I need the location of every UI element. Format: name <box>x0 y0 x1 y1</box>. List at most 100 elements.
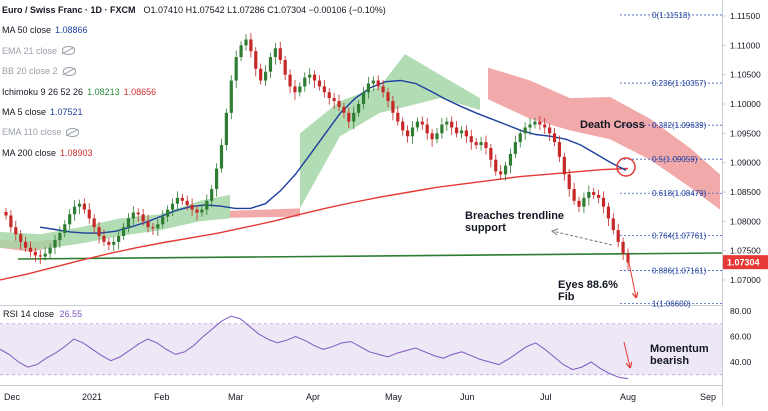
legend-ma50[interactable]: MA 50 close 1.08866 <box>2 20 386 40</box>
cloud-bull-segment <box>0 194 230 250</box>
candle-body <box>170 203 175 210</box>
fib-level-label: 0.236(1.10357) <box>652 79 707 88</box>
momentum-label: Momentum bearish <box>650 343 709 367</box>
candle-body <box>14 227 18 235</box>
candle-body <box>587 192 591 198</box>
axes: 1.11500 1.11000 1.10500 1.10000 1.09500 1.090… <box>4 11 768 402</box>
death-cross-label: Death Cross <box>580 119 645 131</box>
candle-body <box>611 218 615 231</box>
cloud-bear-segment <box>488 67 720 210</box>
candle-body <box>161 216 165 225</box>
candle-body <box>117 236 121 242</box>
candle-body <box>391 101 395 113</box>
fib-level-label: 1(1.06600) <box>652 299 691 308</box>
ema110-label: EMA 110 close <box>2 127 62 138</box>
candlesticks <box>4 33 630 271</box>
candle-body <box>48 247 52 254</box>
candle-body <box>528 124 532 128</box>
candle-body <box>249 39 253 52</box>
candle-body <box>288 74 292 87</box>
candle-body <box>420 121 424 125</box>
price-tick-label: 1.10500 <box>730 70 761 80</box>
candle-body <box>317 80 322 87</box>
ichimoku-value-1: 1.08213 <box>87 86 120 97</box>
candle-body <box>312 74 317 81</box>
candle-body <box>190 204 194 210</box>
candle-body <box>450 121 454 128</box>
legend-ema110[interactable]: EMA 110 close <box>2 122 386 142</box>
fib-level-label: 0(1.11518) <box>652 11 690 20</box>
candle-body <box>357 104 361 113</box>
candle-body <box>406 130 410 137</box>
rsi-band <box>0 323 722 375</box>
breaches-label: Breaches trendline support <box>465 210 564 234</box>
candle-body <box>552 133 557 143</box>
candle-body <box>156 224 160 229</box>
candle-body <box>175 197 180 204</box>
candle-body <box>386 92 390 102</box>
candle-body <box>435 133 439 140</box>
price-tick-label: 1.10000 <box>730 99 761 109</box>
rsi-legend[interactable]: RSI 14 close 26.55 <box>3 309 82 319</box>
candle-body <box>268 57 273 72</box>
candle-body <box>273 48 277 58</box>
candle-body <box>396 112 400 122</box>
candle-body <box>513 142 517 154</box>
ma50-label: MA 50 close <box>2 25 52 36</box>
candle-body <box>562 156 566 175</box>
ma5-value: 1.07521 <box>50 106 83 117</box>
symbol-title[interactable]: Euro / Swiss Franc · 1D · FXCM <box>2 5 136 15</box>
legend-ichimoku[interactable]: Ichimoku 9 26 52 26 1.08213 1.08656 <box>2 82 386 102</box>
hidden-eye-icon[interactable] <box>62 66 76 76</box>
legend-bb20[interactable]: BB 20 close 2 <box>2 61 386 81</box>
trendline-support <box>17 252 723 260</box>
candle-body <box>381 86 385 93</box>
candle-body <box>606 206 611 219</box>
candle-body <box>146 221 150 228</box>
price-tick-label: 1.08500 <box>730 187 761 197</box>
ma200-value: 1.08903 <box>60 147 93 158</box>
legend-ema21[interactable]: EMA 21 close <box>2 41 386 61</box>
candle-body <box>298 86 302 93</box>
candle-body <box>9 215 13 228</box>
candle-body <box>538 121 542 125</box>
hidden-eye-icon[interactable] <box>66 128 80 138</box>
candle-body <box>430 133 434 140</box>
time-tick-label: Sep <box>700 392 716 402</box>
candle-body <box>259 68 263 81</box>
candle-body <box>308 74 312 78</box>
candle-body <box>229 80 233 113</box>
hidden-eye-icon[interactable] <box>62 46 76 56</box>
price-tick-label: 1.11000 <box>730 40 760 50</box>
candle-body <box>533 121 537 125</box>
legend-ma200[interactable]: MA 200 close 1.08903 <box>2 143 386 163</box>
candle-body <box>166 209 170 217</box>
candle-body <box>254 51 258 69</box>
candle-body <box>567 174 571 190</box>
candle-body <box>97 227 101 236</box>
candle-body <box>518 133 522 143</box>
ma5-label: MA 5 close <box>2 106 47 117</box>
candle-body <box>92 218 96 228</box>
legend-ma5[interactable]: MA 5 close 1.07521 <box>2 102 386 122</box>
candle-body <box>484 142 488 148</box>
candle-body <box>577 200 581 207</box>
candle-body <box>489 148 493 160</box>
candle-body <box>107 241 111 245</box>
candle-body <box>597 194 601 198</box>
candle-body <box>210 189 214 201</box>
candle-body <box>616 230 620 242</box>
fib-arrow <box>627 257 636 297</box>
eyes-text-2: Fib <box>558 291 575 303</box>
candle-body <box>82 203 86 210</box>
time-tick-label: 2021 <box>82 392 102 402</box>
candle-body <box>376 80 380 87</box>
candle-body <box>112 241 116 245</box>
candle-body <box>293 86 297 93</box>
candle-body <box>303 77 307 87</box>
candle-body <box>410 127 415 137</box>
cloud-bear-segment <box>230 208 300 218</box>
candle-body <box>141 214 145 222</box>
